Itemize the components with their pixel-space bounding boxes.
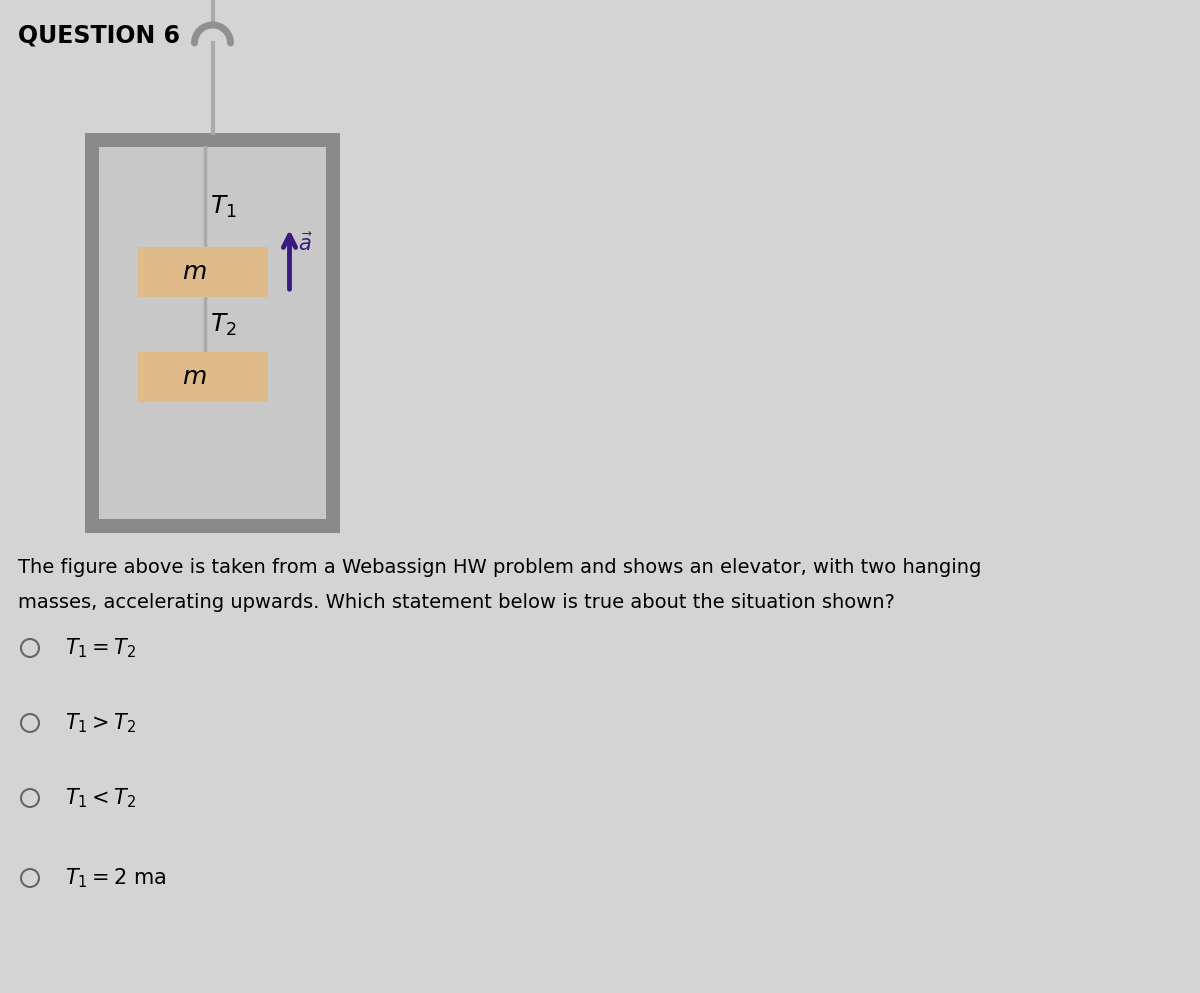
Text: $T_1 = 2$ ma: $T_1 = 2$ ma: [65, 866, 167, 890]
Text: QUESTION 6: QUESTION 6: [18, 23, 180, 47]
Bar: [138, 352, 268, 402]
Text: $T_1 = T_2$: $T_1 = T_2$: [65, 637, 136, 659]
Text: $T_2$: $T_2$: [210, 312, 238, 338]
Text: $T_1 > T_2$: $T_1 > T_2$: [65, 711, 136, 735]
Text: $\mathit{m}$: $\mathit{m}$: [182, 365, 206, 389]
Text: masses, accelerating upwards. Which statement below is true about the situation : masses, accelerating upwards. Which stat…: [18, 593, 895, 612]
Text: $\mathit{m}$: $\mathit{m}$: [182, 260, 206, 284]
Text: $T_1$: $T_1$: [210, 194, 238, 220]
Text: $T_1 < T_2$: $T_1 < T_2$: [65, 786, 136, 810]
Bar: [138, 247, 268, 297]
Bar: [98, 147, 326, 519]
Bar: [85, 133, 340, 533]
Text: The figure above is taken from a Webassign HW problem and shows an elevator, wit: The figure above is taken from a Webassi…: [18, 558, 982, 577]
Text: $\vec{a}$: $\vec{a}$: [298, 232, 312, 255]
